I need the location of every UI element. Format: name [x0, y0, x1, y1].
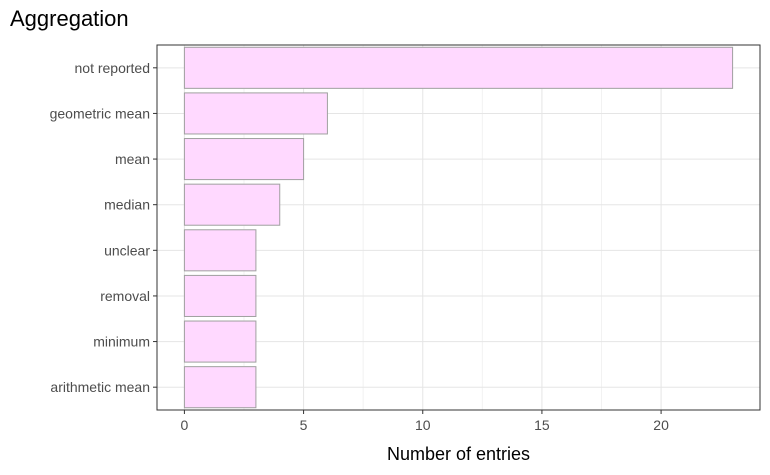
- x-tick-label: 15: [534, 417, 550, 433]
- x-axis-title: Number of entries: [387, 444, 530, 464]
- bar-not-reported: [183, 46, 734, 89]
- bar-mean: [183, 138, 305, 181]
- y-tick-label: median: [104, 197, 150, 213]
- x-tick-label: 20: [653, 417, 669, 433]
- panel-border: [156, 44, 761, 411]
- chart-title: Aggregation: [10, 6, 129, 31]
- y-tick-label: not reported: [75, 60, 151, 76]
- y-tick-label: unclear: [104, 242, 150, 258]
- bar-minimum: [183, 320, 257, 363]
- y-tick-label: removal: [100, 288, 150, 304]
- y-tick-label: geometric mean: [50, 105, 150, 121]
- x-tick-label: 10: [415, 417, 431, 433]
- bar-geometric-mean: [183, 92, 328, 135]
- bar-median: [183, 183, 281, 226]
- x-axis: 0 5 10 15 20: [181, 410, 669, 433]
- bar-unclear: [183, 229, 257, 272]
- y-tick-label: mean: [115, 151, 150, 167]
- y-axis: not reported geometric mean mean median uncl…: [50, 60, 157, 395]
- x-tick-label: 0: [181, 417, 189, 433]
- y-tick-label: arithmetic mean: [50, 379, 150, 395]
- x-tick-label: 5: [300, 417, 308, 433]
- bar-arithmetic-mean: [183, 366, 257, 409]
- bars: [183, 46, 734, 409]
- y-tick-label: minimum: [93, 334, 150, 350]
- bar-removal: [183, 274, 257, 317]
